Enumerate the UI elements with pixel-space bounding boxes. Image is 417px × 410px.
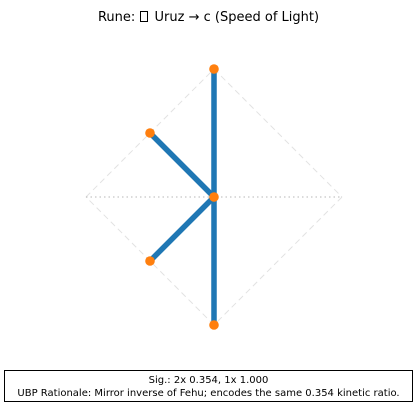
- rune-node-center: [209, 192, 219, 202]
- title-prefix: Rune:: [97, 10, 136, 25]
- guide-edge: [213, 196, 343, 326]
- rune-node-upper-left: [145, 128, 155, 138]
- chart-title: Rune: Uruz → c (Speed of Light): [0, 9, 417, 27]
- caption-box: Sig.: 2x 0.354, 1x 1.000 UBP Rationale: …: [4, 370, 413, 402]
- missing-glyph-icon: [140, 11, 149, 22]
- rune-strokes: [148, 69, 217, 325]
- rune-node-lower-left: [145, 256, 155, 266]
- rune-node-top: [209, 64, 219, 74]
- rune-nodes: [145, 64, 219, 330]
- signature-text: Sig.: 2x 0.354, 1x 1.000: [148, 375, 269, 386]
- rationale-text: UBP Rationale: Mirror inverse of Fehu; e…: [17, 388, 400, 399]
- rune-stroke: [148, 195, 216, 263]
- rune-stroke: [148, 131, 216, 199]
- rune-diagram: [85, 64, 343, 330]
- rune-node-bottom: [209, 320, 219, 330]
- guide-diamond: [85, 68, 343, 326]
- title-suffix: Uruz → c (Speed of Light): [154, 10, 320, 25]
- guide-edge: [213, 68, 343, 198]
